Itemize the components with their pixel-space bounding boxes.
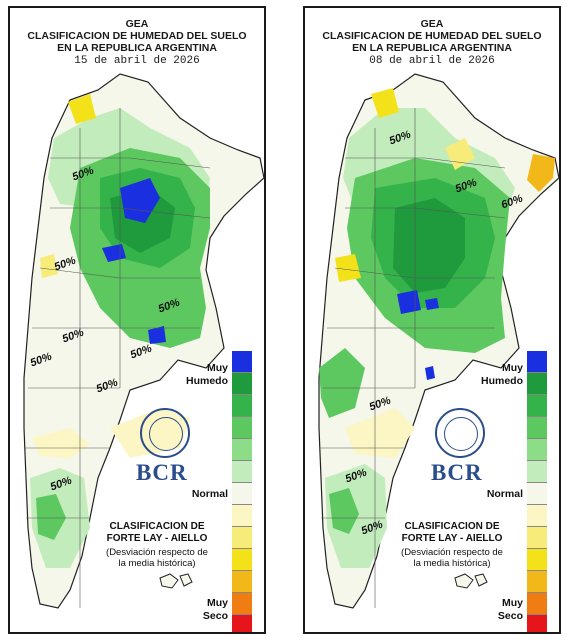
scale-swatch bbox=[232, 417, 252, 439]
classification-note2: la media histórica) bbox=[118, 558, 196, 569]
scale-swatch bbox=[232, 549, 252, 571]
legend-very-dry-2: Seco bbox=[497, 610, 523, 622]
scale-swatch bbox=[232, 483, 252, 505]
classification-line1: CLASIFICACION DE bbox=[109, 521, 205, 532]
argentina-soil-moisture-map bbox=[318, 73, 559, 609]
legend-very-wet-1: Muy bbox=[502, 362, 523, 374]
scale-swatch bbox=[527, 483, 547, 505]
zone-very-wet-blue-1 bbox=[120, 178, 160, 223]
map-panel-apr08: GEA CLASIFICACION DE HUMEDAD DEL SUELO E… bbox=[303, 6, 561, 634]
zone-dark-green bbox=[393, 198, 465, 293]
classification-note2: la media histórica) bbox=[413, 558, 491, 569]
scale-swatch bbox=[232, 593, 252, 615]
zone-green-west bbox=[319, 348, 365, 418]
scale-swatch bbox=[527, 439, 547, 461]
classification-line2: FORTE LAY - AIELLO bbox=[401, 533, 503, 544]
malvinas-islands bbox=[454, 573, 488, 589]
scale-swatch bbox=[232, 439, 252, 461]
map-date: 08 de abril de 2026 bbox=[369, 55, 495, 67]
scale-swatch bbox=[527, 571, 547, 593]
scale-swatch bbox=[527, 593, 547, 615]
bcr-logo-text: BCR bbox=[431, 460, 483, 485]
legend-very-dry-1: Muy bbox=[207, 597, 228, 609]
scale-swatch bbox=[232, 527, 252, 549]
scale-swatch bbox=[527, 417, 547, 439]
zone-light-east-south bbox=[345, 408, 415, 458]
zone-very-wet-blue-3 bbox=[425, 366, 435, 380]
org-label: GEA bbox=[420, 18, 444, 30]
classification-line1: CLASIFICACION DE bbox=[404, 521, 500, 532]
bcr-logo-text: BCR bbox=[136, 460, 188, 485]
scale-swatch bbox=[527, 549, 547, 571]
classification-line2: FORTE LAY - AIELLO bbox=[106, 533, 208, 544]
map-title: CLASIFICACION DE HUMEDAD DEL SUELO bbox=[27, 30, 247, 42]
scale-swatch bbox=[527, 461, 547, 483]
zone-yellow-west bbox=[40, 254, 58, 278]
province-borders bbox=[319, 108, 506, 608]
province-borders bbox=[24, 108, 211, 608]
scale-swatch bbox=[232, 461, 252, 483]
scale-swatch bbox=[232, 373, 252, 395]
classification-note1: (Desviación respecto de bbox=[401, 547, 503, 558]
zone-green-south bbox=[36, 494, 66, 540]
zone-very-wet-blue-1 bbox=[397, 290, 421, 314]
bcr-seal-logo bbox=[140, 408, 190, 458]
legend-very-wet-2: Humedo bbox=[186, 375, 228, 387]
legend-very-wet-1: Muy bbox=[207, 362, 228, 374]
map-title: CLASIFICACION DE HUMEDAD DEL SUELO bbox=[322, 30, 542, 42]
scale-swatch bbox=[527, 351, 547, 373]
map-subtitle: EN LA REPUBLICA ARGENTINA bbox=[352, 42, 512, 54]
scale-swatch bbox=[232, 571, 252, 593]
classification-note1: (Desviación respecto de bbox=[106, 547, 208, 558]
zone-yellow-west bbox=[335, 254, 361, 282]
scale-swatch bbox=[527, 615, 547, 632]
zone-very-wet-blue-3 bbox=[148, 326, 166, 344]
scale-swatch bbox=[232, 615, 252, 632]
zone-yellow-south bbox=[32, 428, 90, 458]
malvinas-islands bbox=[159, 573, 193, 589]
zone-yellow-northeast bbox=[445, 138, 475, 170]
map-panel-apr15: GEA CLASIFICACION DE HUMEDAD DEL SUELO E… bbox=[8, 6, 266, 634]
scale-swatch bbox=[527, 395, 547, 417]
bcr-seal-logo bbox=[435, 408, 485, 458]
scale-swatch bbox=[527, 373, 547, 395]
legend-very-wet-2: Humedo bbox=[481, 375, 523, 387]
scale-swatch bbox=[232, 351, 252, 373]
scale-swatch bbox=[232, 395, 252, 417]
scale-swatch bbox=[527, 505, 547, 527]
argentina-soil-moisture-map bbox=[23, 73, 264, 609]
scale-swatch bbox=[232, 505, 252, 527]
zone-yellow-north bbox=[68, 94, 96, 124]
legend-normal: Normal bbox=[486, 488, 523, 500]
legend-very-dry-1: Muy bbox=[502, 597, 523, 609]
moisture-color-scale bbox=[232, 351, 252, 632]
map-subtitle: EN LA REPUBLICA ARGENTINA bbox=[57, 42, 217, 54]
zone-green-south bbox=[329, 488, 359, 534]
map-date: 15 de abril de 2026 bbox=[74, 55, 200, 67]
legend-very-dry-2: Seco bbox=[202, 610, 228, 622]
org-label: GEA bbox=[125, 18, 149, 30]
moisture-color-scale bbox=[527, 351, 547, 632]
zone-orange-northeast bbox=[527, 154, 555, 192]
zone-very-wet-blue-2 bbox=[425, 298, 439, 310]
legend-normal: Normal bbox=[191, 488, 228, 500]
zone-yellow-north bbox=[371, 88, 399, 118]
scale-swatch bbox=[527, 527, 547, 549]
